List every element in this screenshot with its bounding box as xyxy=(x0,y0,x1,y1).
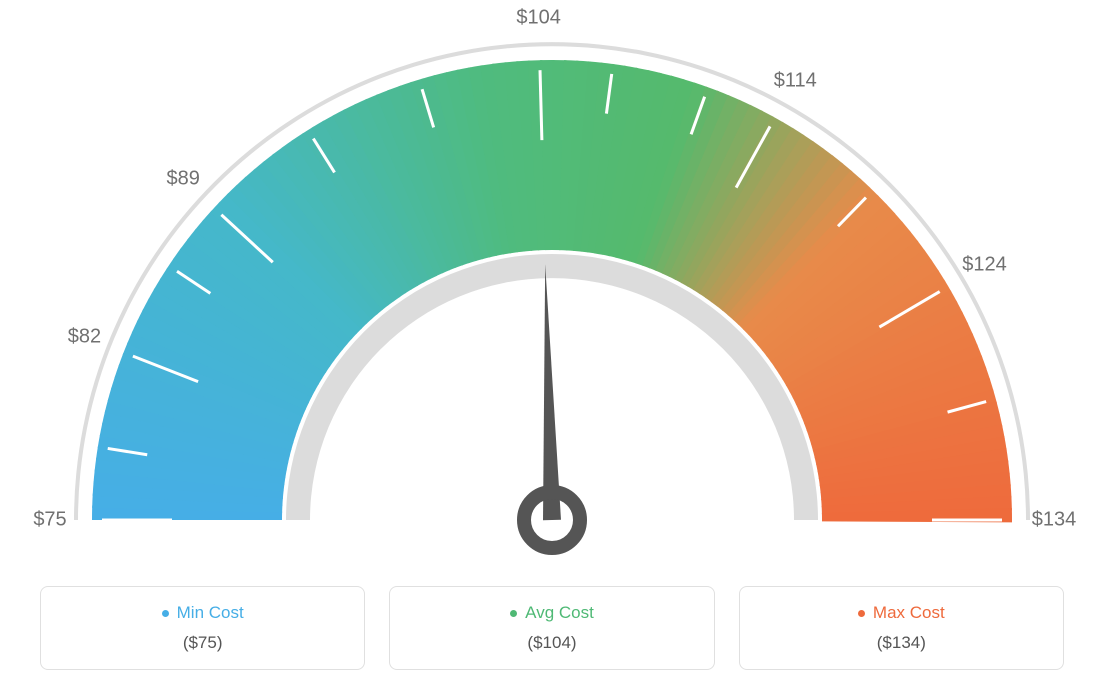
legend-card-avg: Avg Cost ($104) xyxy=(389,586,714,670)
legend-value-avg: ($104) xyxy=(400,633,703,653)
legend-title-max: Max Cost xyxy=(750,603,1053,623)
gauge-svg xyxy=(0,0,1104,560)
tick-label: $89 xyxy=(166,168,199,191)
legend-card-min: Min Cost ($75) xyxy=(40,586,365,670)
legend-row: Min Cost ($75) Avg Cost ($104) Max Cost … xyxy=(40,586,1064,670)
tick-label: $104 xyxy=(516,7,561,30)
chart-container: $75 $82 $89 $104 $114 $124 $134 Min Cost ($75)… xyxy=(0,0,1104,690)
legend-label-max: Max Cost xyxy=(873,603,945,623)
legend-dot-avg xyxy=(510,610,517,617)
legend-title-avg: Avg Cost xyxy=(400,603,703,623)
legend-label-avg: Avg Cost xyxy=(525,603,594,623)
tick-label: $124 xyxy=(962,254,1007,277)
legend-label-min: Min Cost xyxy=(177,603,244,623)
legend-value-max: ($134) xyxy=(750,633,1053,653)
legend-card-max: Max Cost ($134) xyxy=(739,586,1064,670)
legend-value-min: ($75) xyxy=(51,633,354,653)
tick-label: $114 xyxy=(774,69,817,92)
tick-label: $82 xyxy=(68,326,101,349)
legend-dot-min xyxy=(162,610,169,617)
legend-title-min: Min Cost xyxy=(51,603,354,623)
tick-label: $134 xyxy=(1032,509,1077,532)
legend-dot-max xyxy=(858,610,865,617)
gauge: $75 $82 $89 $104 $114 $124 $134 xyxy=(0,0,1104,560)
tick-label: $75 xyxy=(33,509,66,532)
